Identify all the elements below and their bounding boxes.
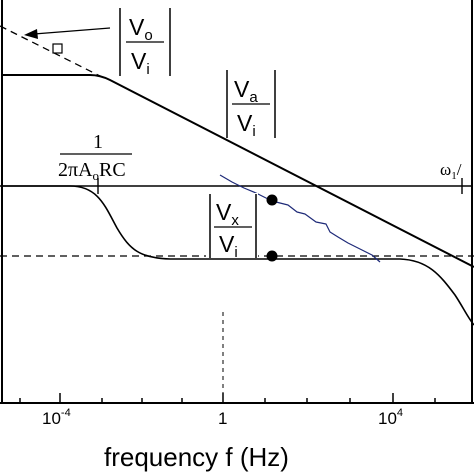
- measured-trace: [219, 174, 381, 263]
- omega-label: ω1/: [440, 160, 462, 182]
- upper-data-marker: [266, 194, 278, 206]
- x-tick-label: 104: [378, 407, 403, 428]
- breakpoint-numerator: 1: [93, 131, 103, 153]
- va-vi-label: Va Vi: [226, 70, 276, 140]
- vo-vi-label: Vo Vi: [119, 8, 171, 78]
- denominator: Vi: [131, 48, 150, 78]
- denominator: Vi: [219, 231, 238, 261]
- denominator: Vi: [237, 110, 256, 140]
- callout-arrowhead: [24, 29, 38, 39]
- breakpoint-denominator: 2πAoRC: [58, 159, 126, 183]
- x-tick-label: 10-4: [42, 407, 71, 428]
- numerator: Va: [234, 76, 258, 106]
- x-tick-label: 1: [218, 409, 227, 428]
- plot-frame: [0, 0, 474, 404]
- va-vi-curve: [2, 74, 474, 268]
- label-backdrop: [206, 193, 258, 257]
- vo-vi-dashed-asymptote: [0, 25, 101, 77]
- callout-arrow-line: [33, 27, 111, 35]
- numerator: Vo: [129, 14, 153, 44]
- breakpoint-label: 1 2πAoRC: [58, 131, 132, 183]
- open-square-marker: [52, 43, 63, 54]
- vx-vi-label: Vx Vi: [206, 193, 258, 261]
- vx-vi-curve: [2, 185, 474, 326]
- numerator: Vx: [216, 199, 239, 229]
- x-axis-ticks: [19, 393, 436, 403]
- lower-data-marker: [266, 250, 278, 262]
- x-axis-label: frequency f (Hz): [104, 442, 289, 472]
